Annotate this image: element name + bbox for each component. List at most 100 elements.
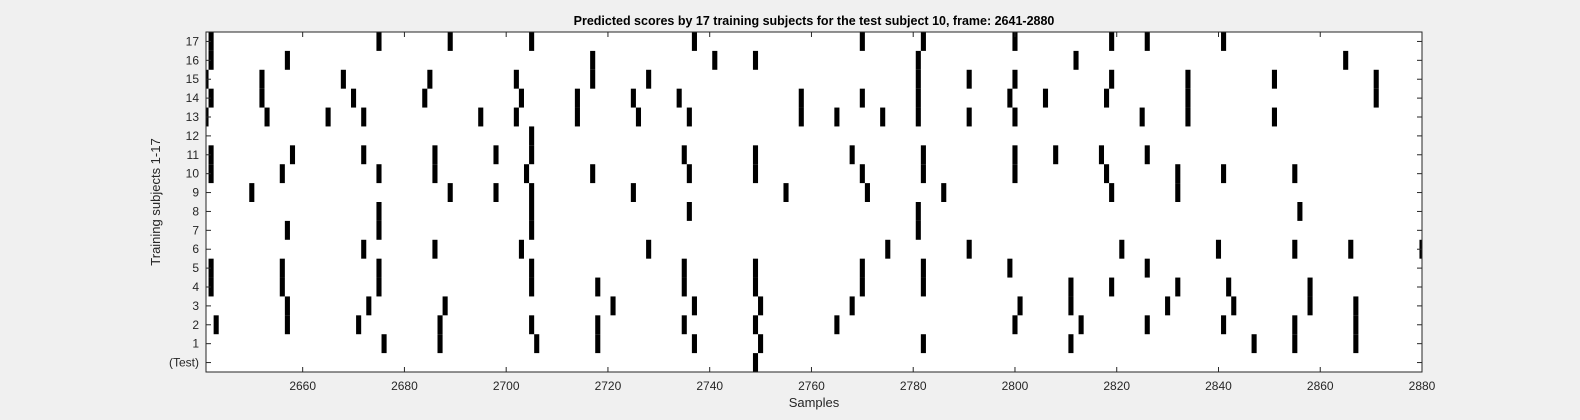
event-mark-row-13-2 xyxy=(325,107,331,127)
event-mark-row-2-7 xyxy=(752,315,759,335)
event-mark-row-4-8 xyxy=(920,277,926,297)
event-mark-row-9-4 xyxy=(630,183,636,202)
event-mark-row-14-9 xyxy=(859,88,865,108)
event-mark-row-8-1 xyxy=(529,202,535,221)
event-mark-row-2-14 xyxy=(1353,315,1359,335)
event-mark-row-8-4 xyxy=(1297,202,1303,221)
x-tick-label-6: 2780 xyxy=(900,379,927,393)
event-mark-row-9-7 xyxy=(941,183,947,202)
event-mark-row-3-5 xyxy=(758,296,764,316)
event-mark-row-6-2 xyxy=(518,239,524,259)
event-mark-row-3-6 xyxy=(849,296,855,316)
x-tick-label-8: 2820 xyxy=(1103,379,1130,393)
event-mark-row-14-1 xyxy=(259,88,265,108)
event-mark-row-5-1 xyxy=(279,258,285,278)
event-mark-row-4-0 xyxy=(208,277,214,297)
event-mark-row-11-4 xyxy=(493,145,499,165)
event-mark-row-6-4 xyxy=(885,239,891,259)
event-mark-row-1-5 xyxy=(758,334,764,354)
event-mark-row-17-1 xyxy=(376,32,382,51)
event-mark-row-7-2 xyxy=(529,220,535,240)
event-mark-row-17-7 xyxy=(1012,32,1018,51)
event-mark-row-14-3 xyxy=(422,88,428,108)
event-mark-row-16-7 xyxy=(1343,50,1349,70)
event-mark-row-10-12 xyxy=(1175,164,1181,184)
event-mark-row-15-10 xyxy=(1109,69,1115,89)
event-mark-row-4-13 xyxy=(1307,277,1313,297)
event-mark-row-11-13 xyxy=(1144,145,1150,165)
event-mark-row-14-0 xyxy=(208,88,214,108)
y-tick-label-1: 1 xyxy=(192,337,199,351)
event-mark-row-16-2 xyxy=(590,50,596,70)
event-mark-row-16-4 xyxy=(752,50,759,70)
event-mark-row-3-2 xyxy=(442,296,448,316)
x-axis: 2660 2680 2700 2720 2740 2760 2780 2800 2820 2840… xyxy=(289,32,1436,393)
event-mark-row-4-7 xyxy=(859,277,865,297)
event-mark-row-10-10 xyxy=(1012,164,1018,184)
y-tick-label-9: 9 xyxy=(192,186,199,200)
event-mark-row-10-11 xyxy=(1104,164,1110,184)
event-mark-row-5-4 xyxy=(681,258,687,278)
event-mark-row-10-3 xyxy=(432,164,438,184)
y-tick-label-3: 3 xyxy=(192,299,199,313)
event-mark-row-10-6 xyxy=(686,164,692,184)
event-mark-row-14-13 xyxy=(1104,88,1110,108)
event-mark-row-9-6 xyxy=(864,183,870,202)
event-mark-row-3-7 xyxy=(1017,296,1023,316)
event-mark-row-2-1 xyxy=(284,315,290,335)
event-mark-row-3-11 xyxy=(1307,296,1313,316)
event-mark-row-6-6 xyxy=(1119,239,1125,259)
event-mark-row-7-1 xyxy=(376,220,382,240)
event-mark-row-10-8 xyxy=(859,164,865,184)
event-mark-row-5-6 xyxy=(859,258,865,278)
event-mark-row-11-2 xyxy=(361,145,367,165)
event-mark-row-15-13 xyxy=(1373,69,1379,89)
event-mark-row-16-3 xyxy=(712,50,718,70)
x-tick-label-4: 2740 xyxy=(696,379,723,393)
chart-title: Predicted scores by 17 training subjects… xyxy=(574,14,1055,28)
event-mark-row-9-2 xyxy=(493,183,499,202)
y-tick-label-6: 6 xyxy=(192,242,199,256)
event-mark-row-10-5 xyxy=(590,164,596,184)
event-mark-row-11-12 xyxy=(1098,145,1105,165)
x-tick-label-9: 2840 xyxy=(1205,379,1232,393)
event-mark-row-1-7 xyxy=(1068,334,1074,354)
event-mark-row-6-9 xyxy=(1348,239,1354,259)
event-mark-row-15-3 xyxy=(427,69,433,89)
event-mark-row-5-9 xyxy=(1144,258,1150,278)
event-mark-row-3-12 xyxy=(1353,296,1359,316)
event-mark-row-13-12 xyxy=(915,107,921,127)
event-mark-row-3-10 xyxy=(1231,296,1237,316)
event-mark-row-3-4 xyxy=(691,296,697,316)
event-mark-row-10-0 xyxy=(208,164,214,184)
event-mark-row-11-9 xyxy=(920,145,926,165)
event-mark-row-14-5 xyxy=(574,88,580,108)
event-mark-row-1-2 xyxy=(534,334,540,354)
plot-frame xyxy=(205,31,1423,373)
event-mark-row-9-5 xyxy=(783,183,789,202)
event-mark-row-2-4 xyxy=(529,315,535,335)
event-mark-row-12-0 xyxy=(529,126,535,146)
event-mark-row-3-9 xyxy=(1165,296,1171,316)
event-mark-row-4-11 xyxy=(1175,277,1181,297)
event-mark-row-13-9 xyxy=(798,107,804,127)
y-tick-label-8: 8 xyxy=(192,204,199,218)
event-mark-row-15-9 xyxy=(1012,69,1018,89)
y-axis-label: Training subjects 1-17 xyxy=(148,138,163,265)
event-mark-row-13-14 xyxy=(1012,107,1018,127)
event-mark-row-10-4 xyxy=(523,164,530,184)
event-mark-row-4-5 xyxy=(681,277,687,297)
event-mark-row-13-17 xyxy=(1271,107,1277,127)
event-mark-row-1-6 xyxy=(920,334,926,354)
event-mark-row-11-0 xyxy=(208,145,214,165)
event-mark-row-9-9 xyxy=(1175,183,1181,202)
event-mark-row-11-10 xyxy=(1012,145,1018,165)
event-mark-row-17-2 xyxy=(447,32,453,51)
event-mark-row-6-8 xyxy=(1292,239,1298,259)
event-mark-row-15-6 xyxy=(646,69,652,89)
event-mark-row-9-8 xyxy=(1109,183,1115,202)
event-mark-row-10-1 xyxy=(279,164,285,184)
event-mark-row-15-4 xyxy=(513,69,519,89)
event-mark-row-2-0 xyxy=(213,315,219,335)
